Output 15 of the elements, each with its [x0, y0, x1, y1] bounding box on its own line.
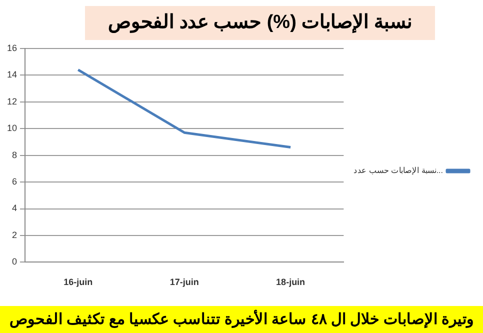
x-tick-label: 17-juin	[170, 277, 199, 288]
y-tick-label: 4	[12, 203, 18, 214]
y-tick-label: 8	[12, 150, 18, 160]
chart-title: نسبة الإصابات (%) حسب عدد الفحوص	[85, 6, 435, 40]
y-tick-label: 16	[6, 42, 18, 53]
text: وتيرة الإصابات خلال ال ٤٨ ساعة الأخيرة تتناسب عكسيا مع تكثيف الفحوص	[0, 306, 483, 333]
y-tick-label: 2	[12, 230, 18, 240]
y-tick-label: 0	[12, 256, 18, 267]
y-tick-label: 12	[6, 96, 18, 106]
y-tick-label: 14	[6, 70, 18, 80]
y-tick-label: 10	[6, 123, 18, 134]
legend-label: نسبة الإصابات حسب عدد...	[354, 166, 443, 176]
x-tick-label: 16-juin	[64, 277, 93, 288]
y-tick-label: 6	[12, 176, 18, 187]
x-tick-label: 18-juin	[276, 277, 306, 288]
